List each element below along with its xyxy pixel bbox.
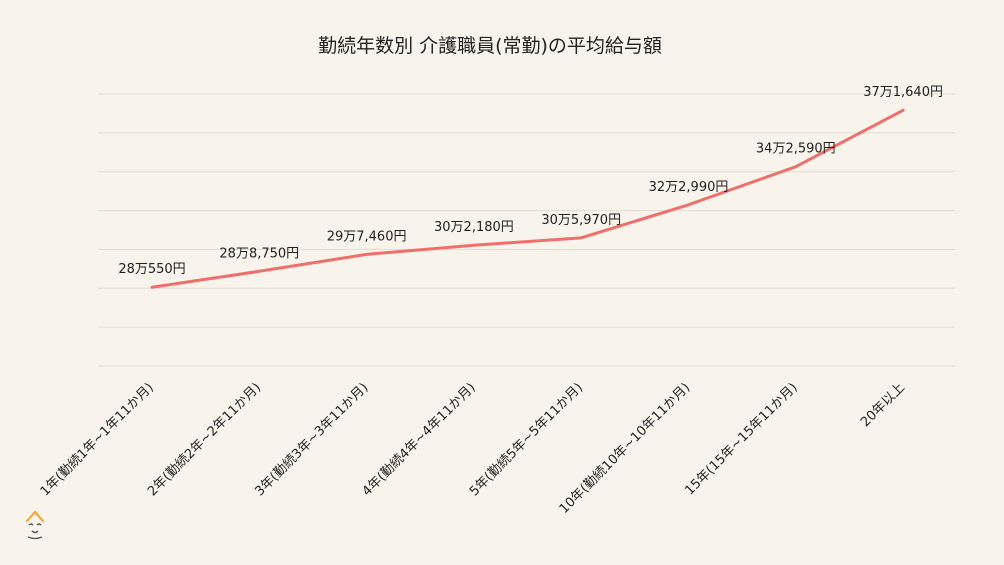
x-tick-label: 20年以上 <box>858 380 908 430</box>
data-labels: 28万550円 28万8,750円 29万7,460円 30万2,180円 30万5,9… <box>118 85 943 277</box>
data-label: 29万7,460円 <box>327 229 407 244</box>
data-label: 30万5,970円 <box>541 213 621 228</box>
data-label: 37万1,640円 <box>863 85 943 100</box>
series-layer <box>150 108 905 289</box>
data-label: 28万550円 <box>118 262 185 277</box>
grid-lines <box>98 93 955 367</box>
x-axis-tick-labels: 1年(勤続1年~1年11か月)2年(勤続2年~2年11か月)3年(勤続3年~3年… <box>38 380 908 517</box>
x-tick-label: 2年(勤続2年~2年11か月) <box>145 380 264 499</box>
x-tick-label: 1年(勤続1年~1年11か月) <box>38 380 157 499</box>
x-tick-label: 3年(勤続3年~3年11か月) <box>252 380 371 499</box>
face-logo-icon <box>25 510 45 540</box>
data-label: 32万2,990円 <box>649 180 729 195</box>
x-tick-label: 15年(15年~15年11か月) <box>682 380 800 498</box>
x-tick-label: 4年(勤続4年~4年11か月) <box>360 380 479 499</box>
data-label: 34万2,590円 <box>756 142 836 157</box>
data-label: 30万2,180円 <box>434 220 514 235</box>
x-tick-label: 5年(勤続5年~5年11か月) <box>467 380 586 499</box>
x-tick-label: 10年(勤続10年~10年11か月) <box>557 380 694 517</box>
chart-title: 勤続年数別 介護職員(常勤)の平均給与額 <box>318 35 662 57</box>
series-line <box>150 108 905 289</box>
data-label: 28万8,750円 <box>219 246 299 261</box>
